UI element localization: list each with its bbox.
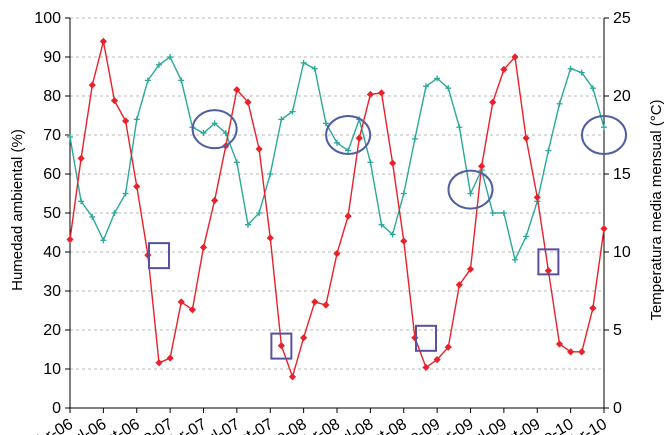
data-point [367,159,373,165]
data-point [523,233,529,239]
data-point [512,257,518,263]
data-point [545,267,552,274]
data-point [501,210,507,216]
data-point [401,191,407,197]
data-point [267,171,273,177]
data-point [123,191,129,197]
y-tick-label: 20 [43,322,61,339]
data-point [557,101,563,107]
data-point [545,148,551,154]
data-point [578,348,585,355]
y-tick-label: 90 [43,49,61,66]
data-point [66,236,73,243]
y-tick-label: 50 [43,205,61,222]
data-point [468,191,474,197]
data-point [411,334,418,341]
data-point [200,244,207,251]
data-point [111,97,118,104]
data-point [144,252,151,259]
data-point [311,298,318,305]
x-tick-label: abr-06 [27,416,76,435]
data-point [356,135,363,142]
data-point [122,117,129,124]
data-point [278,342,285,349]
data-point [312,66,318,72]
data-point [78,155,85,162]
y2-tick-label: 5 [613,322,622,339]
data-point [601,124,607,130]
y2-tick-label: 15 [613,166,631,183]
y-tick-label: 40 [43,244,61,261]
y2-tick-label: 10 [613,244,631,261]
data-point [333,250,340,257]
data-point [167,354,174,361]
data-point [289,373,296,380]
data-point [600,225,607,232]
data-point [389,159,396,166]
data-point [378,89,385,96]
data-point [489,99,496,106]
series [66,38,607,381]
y2-tick-label: 0 [613,400,622,417]
y-tick-label: 60 [43,166,61,183]
data-point [523,135,530,142]
data-point [256,145,263,152]
highlight-circle [193,110,237,148]
y2-tick-label: 25 [613,10,631,27]
series-line-2 [70,41,604,376]
data-point [178,77,184,83]
data-point [234,159,240,165]
data-point [534,194,541,201]
data-point [456,124,462,130]
data-point [412,136,418,142]
annotations [149,110,626,358]
data-point [400,237,407,244]
y-tick-label: 100 [34,10,61,27]
y-axis-title: Humedad ambiental (%) [9,129,26,291]
y2-axis-title: Temperatura media mensual (°C) [648,99,665,320]
y-tick-label: 0 [52,400,61,417]
data-point [133,183,140,190]
data-point [211,197,218,204]
data-point [322,301,329,308]
data-point [134,116,140,122]
y2-tick-label: 20 [613,88,631,105]
data-point [267,234,274,241]
y-tick-label: 70 [43,127,61,144]
data-point [490,210,496,216]
data-point [367,91,374,98]
data-point [568,66,574,72]
gridlines [70,18,604,369]
data-point [345,213,352,220]
data-point [589,305,596,312]
data-point [478,163,485,170]
data-point [89,81,96,88]
highlight-square [149,243,169,268]
y-tick-label: 10 [43,361,61,378]
y-tick-label: 30 [43,283,61,300]
data-point [100,237,106,243]
tick-labels: 01020304050607080901000510152025abr-06ju… [27,10,630,435]
series-line-1 [70,57,604,260]
data-point [155,359,162,366]
data-point [301,60,307,66]
axes [65,18,609,413]
y-tick-label: 80 [43,88,61,105]
data-point [300,334,307,341]
data-point [112,210,118,216]
data-point [100,38,107,45]
